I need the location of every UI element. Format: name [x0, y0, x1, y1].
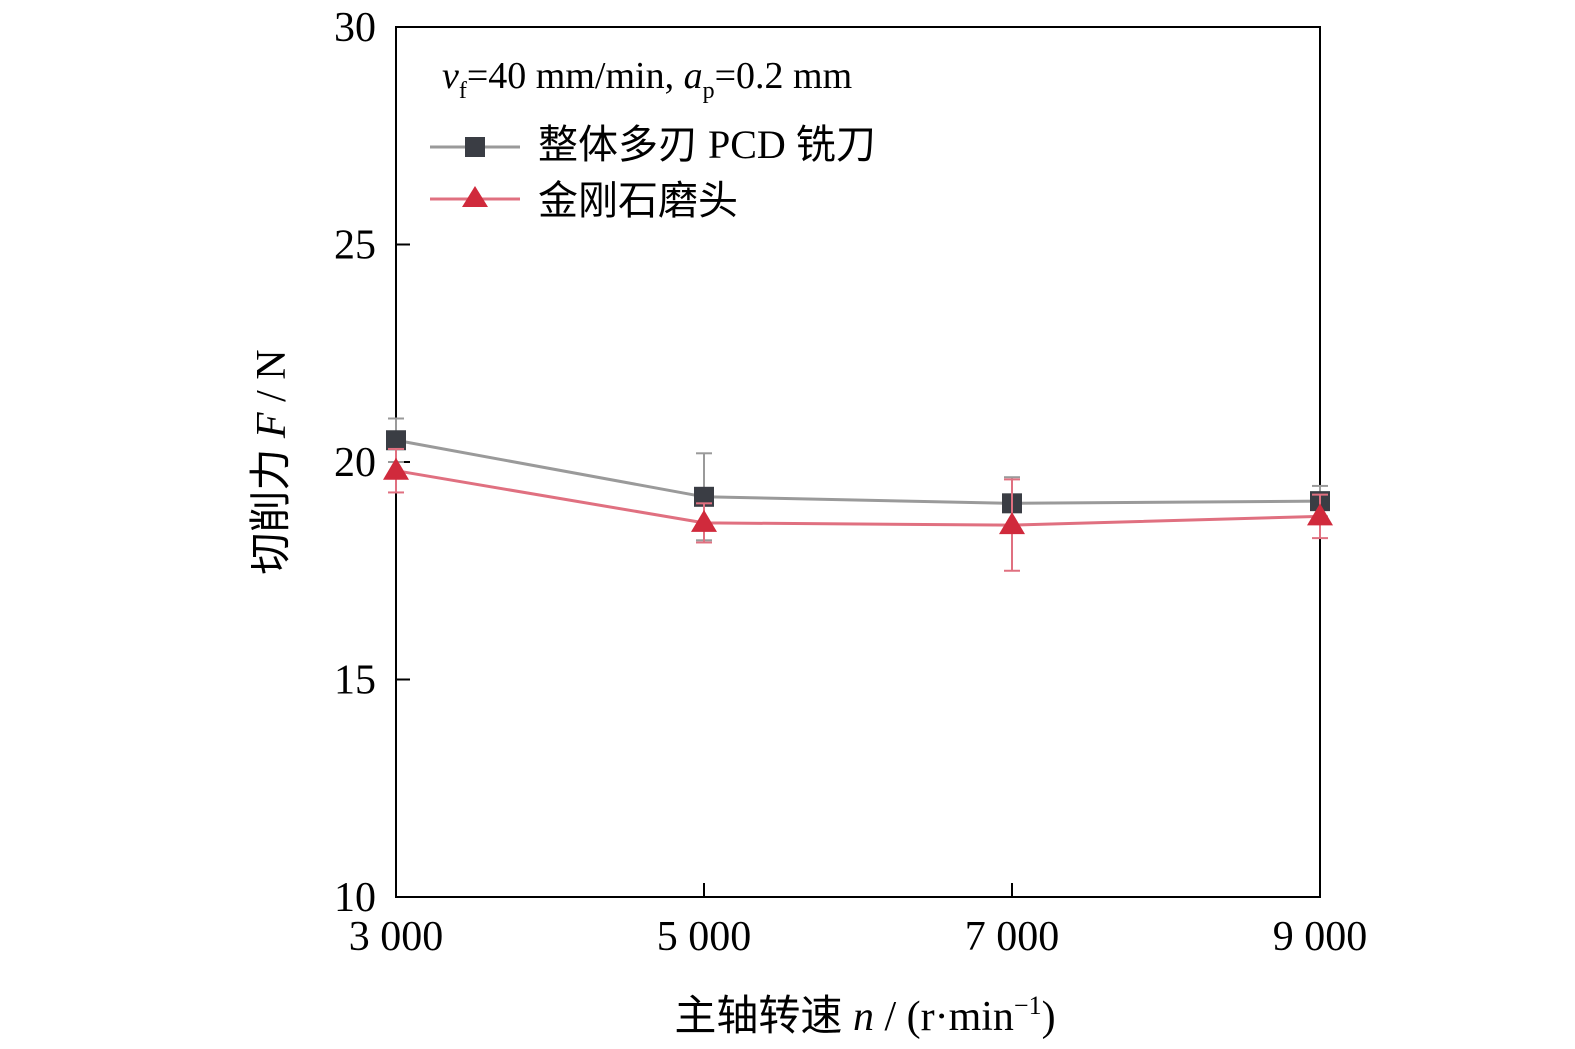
x-axis-label-prefix: 主轴转速 — [674, 994, 853, 1040]
series-diamond-grinding-head — [383, 447, 1333, 572]
data-point-triangle — [691, 509, 717, 532]
legend-label-diamond: 金刚石磨头 — [538, 178, 738, 223]
y-axis-label: 切削力 F / N — [249, 349, 295, 574]
legend-label-pcd: 整体多刃 PCD 铣刀 — [538, 122, 876, 167]
annotation-v-value: =40 mm/min, — [467, 55, 684, 97]
x-axis-label-suffix: ) — [1042, 994, 1056, 1040]
data-point-square — [386, 430, 406, 451]
x-tick-label: 9 000 — [1273, 914, 1368, 960]
y-axis-label-suffix: / N — [249, 349, 295, 412]
annotation-a-sub: p — [703, 78, 715, 104]
x-axis-label-sup: −1 — [1014, 991, 1042, 1020]
legend-item-diamond: 金刚石磨头 — [430, 178, 738, 223]
annotation-v: v — [442, 55, 459, 97]
annotation-a-value: =0.2 mm — [715, 55, 853, 97]
x-tick-label: 7 000 — [965, 914, 1060, 960]
x-axis: 3 000 5 000 7 000 9 000 — [349, 883, 1368, 960]
series-layer — [383, 417, 1333, 572]
x-axis-label: 主轴转速 n / (r·min−1) — [674, 991, 1055, 1040]
y-axis: 10 15 20 25 30 — [334, 5, 410, 921]
legend-item-pcd: 整体多刃 PCD 铣刀 — [430, 122, 876, 167]
y-tick-label: 25 — [334, 223, 376, 269]
data-point-triangle — [383, 457, 409, 480]
y-tick-label: 30 — [334, 5, 376, 51]
y-axis-label-var: F — [249, 412, 295, 439]
x-axis-label-mid: / (r·min — [874, 994, 1014, 1040]
y-tick-label: 10 — [334, 875, 376, 921]
legend-square-marker — [465, 137, 485, 157]
series-line — [395, 469, 1321, 527]
data-point-triangle — [1307, 503, 1333, 526]
data-point-square — [694, 486, 714, 507]
x-tick-label: 5 000 — [657, 914, 752, 960]
annotation: vf=40 mm/min, ap=0.2 mm — [442, 55, 852, 104]
x-tick-label: 3 000 — [349, 914, 444, 960]
data-point-triangle — [999, 512, 1025, 535]
y-tick-label: 15 — [334, 658, 376, 704]
series-pcd-milling-cutter — [386, 417, 1330, 542]
series-line — [395, 438, 1321, 505]
legend-triangle-marker — [462, 186, 488, 207]
legend: 整体多刃 PCD 铣刀 金刚石磨头 — [430, 122, 876, 223]
y-axis-label-prefix: 切削力 — [249, 438, 295, 575]
x-axis-label-var: n — [853, 994, 874, 1040]
annotation-v-sub: f — [459, 78, 467, 104]
annotation-a: a — [684, 55, 703, 97]
y-tick-label: 20 — [334, 440, 376, 486]
